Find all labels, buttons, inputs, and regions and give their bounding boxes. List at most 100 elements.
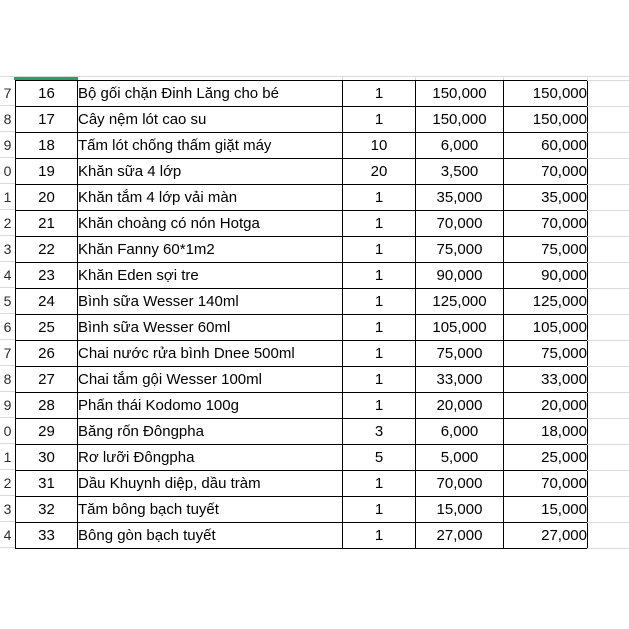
cell-total[interactable]: 70,000 [503, 470, 588, 497]
cell-total[interactable]: 15,000 [503, 496, 588, 523]
cell-total[interactable]: 150,000 [503, 106, 588, 133]
cell-unit-price[interactable]: 125,000 [415, 288, 504, 315]
cell-total[interactable]: 150,000 [503, 80, 588, 107]
cell-item[interactable]: Rơ lưỡi Đôngpha [77, 444, 343, 471]
cell-unit-price[interactable]: 70,000 [415, 470, 504, 497]
cell-qty[interactable]: 20 [342, 158, 416, 185]
cell-no[interactable]: 28 [15, 392, 78, 419]
cell-unit-price[interactable]: 6,000 [415, 418, 504, 445]
cell-total[interactable]: 70,000 [503, 210, 588, 237]
cell-no[interactable]: 17 [15, 106, 78, 133]
cell-qty[interactable]: 1 [342, 496, 416, 523]
cell-unit-price[interactable]: 105,000 [415, 314, 504, 341]
cell-item[interactable]: Bình sữa Wesser 60ml [77, 314, 343, 341]
cell-no[interactable]: 27 [15, 366, 78, 393]
row-header[interactable]: 8 [0, 366, 15, 392]
cell-no[interactable]: 24 [15, 288, 78, 315]
cell-item[interactable]: Khăn choàng có nón Hotga [77, 210, 343, 237]
row-header[interactable]: 0 [0, 418, 15, 444]
cell-item[interactable]: Tăm bông bạch tuyết [77, 496, 343, 523]
cell-item[interactable]: Phấn thái Kodomo 100g [77, 392, 343, 419]
row-header[interactable]: 5 [0, 288, 15, 314]
cell-item[interactable]: Cây nệm lót cao su [77, 106, 343, 133]
cell-item[interactable]: Khăn sữa 4 lớp [77, 158, 343, 185]
cell-total[interactable]: 27,000 [503, 522, 588, 549]
row-header[interactable]: 2 [0, 210, 15, 236]
cell-total[interactable]: 18,000 [503, 418, 588, 445]
row-header[interactable]: 8 [0, 106, 15, 132]
cell-unit-price[interactable]: 27,000 [415, 522, 504, 549]
cell-item[interactable]: Khăn Fanny 60*1m2 [77, 236, 343, 263]
cell-qty[interactable]: 1 [342, 262, 416, 289]
cell-no[interactable]: 20 [15, 184, 78, 211]
cell-unit-price[interactable]: 33,000 [415, 366, 504, 393]
cell-qty[interactable]: 1 [342, 236, 416, 263]
cell-no[interactable]: 32 [15, 496, 78, 523]
cell-total[interactable]: 75,000 [503, 236, 588, 263]
row-header[interactable]: 6 [0, 314, 15, 340]
cell-unit-price[interactable]: 150,000 [415, 106, 504, 133]
cell-item[interactable]: Chai nước rửa bình Dnee 500ml [77, 340, 343, 367]
row-header[interactable]: 0 [0, 158, 15, 184]
cell-total[interactable]: 20,000 [503, 392, 588, 419]
cell-total[interactable]: 33,000 [503, 366, 588, 393]
row-header[interactable]: 9 [0, 392, 15, 418]
cell-no[interactable]: 23 [15, 262, 78, 289]
cell-item[interactable]: Khăn tắm 4 lớp vải màn [77, 184, 343, 211]
row-header[interactable]: 3 [0, 496, 15, 522]
cell-no[interactable]: 33 [15, 522, 78, 549]
cell-item[interactable]: Khăn Eden sợi tre [77, 262, 343, 289]
cell-no[interactable]: 22 [15, 236, 78, 263]
cell-qty[interactable]: 1 [342, 80, 416, 107]
cell-qty[interactable]: 1 [342, 392, 416, 419]
cell-qty[interactable]: 3 [342, 418, 416, 445]
cell-total[interactable]: 60,000 [503, 132, 588, 159]
cell-unit-price[interactable]: 6,000 [415, 132, 504, 159]
cell-unit-price[interactable]: 75,000 [415, 236, 504, 263]
cell-unit-price[interactable]: 70,000 [415, 210, 504, 237]
cell-total[interactable]: 75,000 [503, 340, 588, 367]
cell-item[interactable]: Bộ gối chặn Đinh Lăng cho bé [77, 80, 343, 107]
cell-item[interactable]: Băng rốn Đôngpha [77, 418, 343, 445]
cell-unit-price[interactable]: 3,500 [415, 158, 504, 185]
cell-no[interactable]: 25 [15, 314, 78, 341]
cell-unit-price[interactable]: 5,000 [415, 444, 504, 471]
cell-qty[interactable]: 1 [342, 184, 416, 211]
row-header[interactable]: 9 [0, 132, 15, 158]
row-header[interactable]: 1 [0, 444, 15, 470]
cell-unit-price[interactable]: 90,000 [415, 262, 504, 289]
cell-item[interactable]: Dầu Khuynh diệp, dầu tràm [77, 470, 343, 497]
cell-item[interactable]: Tấm lót chống thấm giặt máy [77, 132, 343, 159]
cell-qty[interactable]: 1 [342, 522, 416, 549]
cell-no[interactable]: 19 [15, 158, 78, 185]
cell-qty[interactable]: 1 [342, 210, 416, 237]
cell-item[interactable]: Bông gòn bạch tuyết [77, 522, 343, 549]
cell-unit-price[interactable]: 150,000 [415, 80, 504, 107]
row-header[interactable]: 4 [0, 522, 15, 548]
cell-qty[interactable]: 1 [342, 366, 416, 393]
cell-total[interactable]: 35,000 [503, 184, 588, 211]
cell-no[interactable]: 26 [15, 340, 78, 367]
cell-qty[interactable]: 1 [342, 106, 416, 133]
cell-total[interactable]: 105,000 [503, 314, 588, 341]
cell-unit-price[interactable]: 20,000 [415, 392, 504, 419]
cell-no[interactable]: 21 [15, 210, 78, 237]
cell-total[interactable]: 70,000 [503, 158, 588, 185]
row-header[interactable]: 7 [0, 340, 15, 366]
cell-no[interactable]: 30 [15, 444, 78, 471]
cell-total[interactable]: 25,000 [503, 444, 588, 471]
cell-no[interactable]: 16 [15, 80, 78, 107]
cell-total[interactable]: 90,000 [503, 262, 588, 289]
cell-qty[interactable]: 1 [342, 314, 416, 341]
cell-no[interactable]: 31 [15, 470, 78, 497]
row-header[interactable]: 1 [0, 184, 15, 210]
row-header[interactable]: 3 [0, 236, 15, 262]
row-header[interactable]: 7 [0, 80, 15, 106]
cell-qty[interactable]: 1 [342, 470, 416, 497]
cell-qty[interactable]: 1 [342, 340, 416, 367]
cell-no[interactable]: 18 [15, 132, 78, 159]
row-header[interactable]: 4 [0, 262, 15, 288]
cell-unit-price[interactable]: 35,000 [415, 184, 504, 211]
cell-no[interactable]: 29 [15, 418, 78, 445]
cell-qty[interactable]: 1 [342, 288, 416, 315]
